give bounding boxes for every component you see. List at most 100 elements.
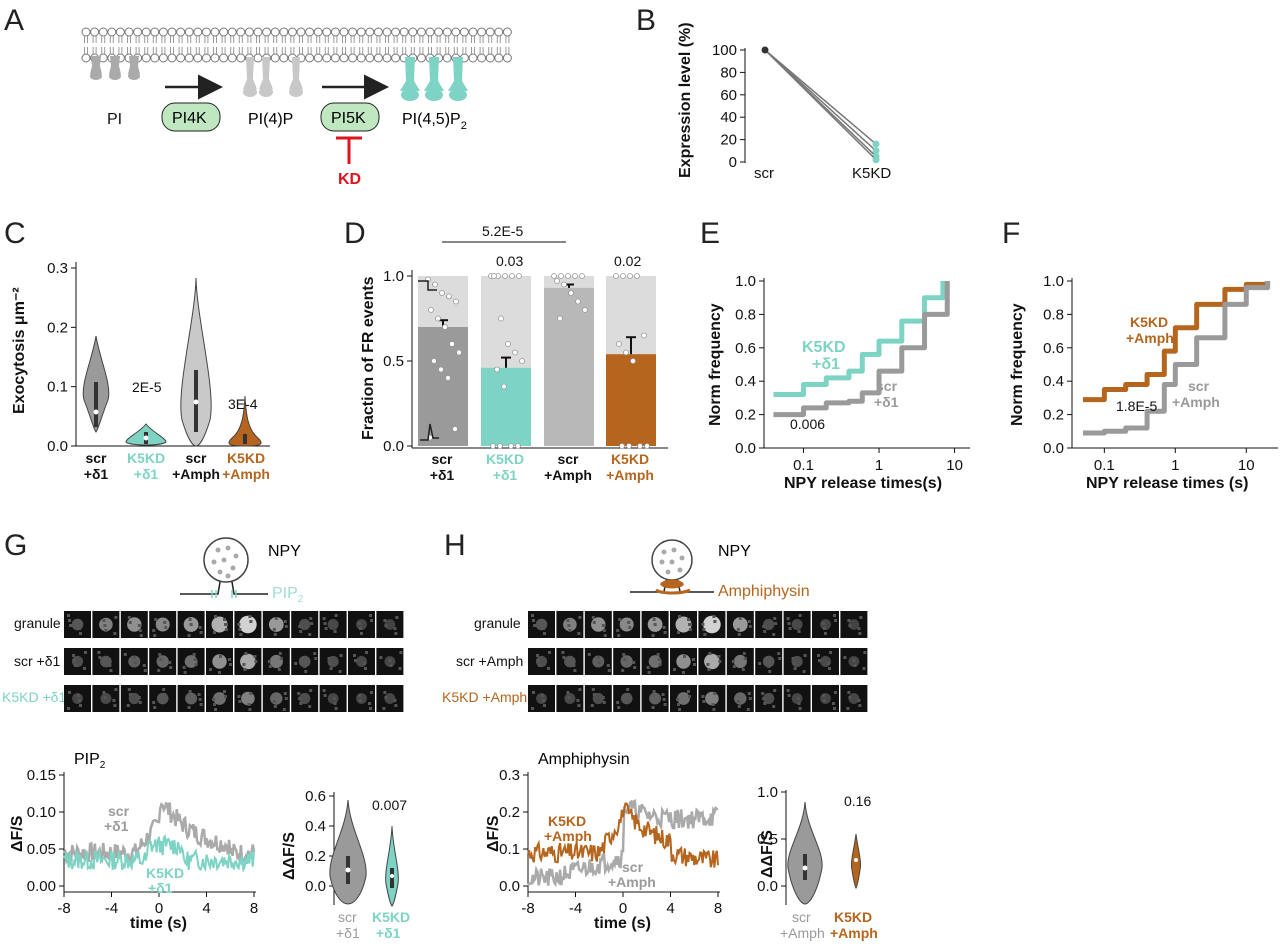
membrane-lipid-bottom: [442, 46, 452, 63]
membrane-lipid-top: [348, 27, 358, 44]
image-noise: [828, 667, 831, 670]
violin-k5kd-amph: [228, 395, 262, 447]
image-noise: [359, 699, 362, 702]
membrane-lipid-top: [201, 27, 211, 44]
image-noise: [822, 622, 825, 625]
image-noise: [662, 698, 666, 701]
image-noise: [673, 668, 676, 671]
panel-d-ytick-label: 0.5: [383, 353, 404, 370]
violin-h-k5kd: [851, 833, 861, 890]
image-noise: [732, 665, 736, 668]
image-noise: [797, 630, 801, 633]
panel-g-violin-label-k5kd-2: +δ1: [376, 925, 401, 941]
image-noise: [127, 616, 131, 619]
image-noise: [248, 615, 252, 618]
image-noise: [847, 691, 851, 694]
image-noise: [536, 654, 539, 657]
image-noise: [548, 651, 551, 654]
panel-e-label-k5kd-2: +δ1: [812, 356, 840, 373]
panel-e-ytick-label: 0.6: [735, 340, 756, 357]
panel-h-trace-ytick-label: 0.2: [499, 804, 520, 821]
panel-g-trace-label-scr: scr: [108, 803, 130, 819]
panel-f-ytick-label: 0.8: [1043, 306, 1064, 323]
granule-pip2-schematic: [180, 537, 268, 598]
image-noise: [107, 659, 111, 662]
image-noise: [772, 705, 776, 708]
image-frame-spot: [848, 693, 860, 704]
panel-b-point-scr: [761, 46, 769, 54]
image-noise: [834, 619, 837, 622]
image-noise: [786, 617, 790, 620]
image-noise: [798, 614, 802, 617]
membrane-lipid-bottom: [477, 46, 487, 63]
image-noise: [627, 621, 631, 624]
membrane-lipid-top: [382, 27, 392, 44]
panel-d-ylabel: Fraction of FR events: [360, 276, 377, 440]
image-frame-spot: [791, 619, 803, 630]
image-noise: [389, 664, 393, 667]
image-noise: [687, 690, 690, 693]
image-noise: [576, 699, 580, 702]
image-noise: [132, 656, 136, 659]
image-frame-spot: [299, 618, 311, 631]
image-noise: [763, 702, 767, 705]
image-noise: [308, 705, 312, 708]
membrane-lipid-top: [236, 27, 246, 44]
image-noise: [164, 698, 168, 701]
pi-lipid-icons: [90, 56, 140, 80]
membrane-lipid-top: [150, 27, 160, 44]
panel-b-ylabel: Expression level (%): [677, 22, 694, 178]
image-noise: [213, 631, 216, 634]
image-noise: [277, 668, 281, 671]
membrane-lipid-top: [416, 27, 426, 44]
panel-b-xcat-scr: scr: [754, 165, 774, 182]
image-frame-spot: [649, 692, 662, 705]
image-noise: [702, 700, 706, 703]
image-noise: [561, 651, 565, 654]
panel-e-label-scr: scr: [876, 378, 898, 394]
image-noise: [682, 671, 685, 674]
image-noise: [238, 700, 242, 703]
image-noise: [687, 618, 690, 621]
panel-label-a: A: [4, 4, 24, 37]
image-noise: [97, 651, 101, 654]
image-noise: [303, 665, 307, 668]
image-noise: [369, 614, 372, 617]
image-noise: [360, 632, 363, 635]
image-noise: [538, 664, 541, 667]
image-noise: [299, 702, 303, 705]
membrane-lipid-top: [451, 27, 461, 44]
image-noise: [829, 651, 832, 654]
image-noise: [677, 631, 680, 634]
image-noise: [113, 632, 117, 635]
panel-d-group-label-line2: +Amph: [544, 467, 592, 483]
image-noise: [834, 691, 837, 694]
label-pi5k: PI5K: [331, 110, 366, 127]
panel-b-point-k5kd: [872, 147, 880, 155]
panel-g-trace-ylabel: ΔF/S: [9, 815, 26, 852]
panel-c-group-label: K5KD: [127, 450, 165, 466]
image-noise: [228, 658, 231, 661]
image-noise: [73, 659, 76, 662]
panel-d-dot: [619, 443, 625, 449]
membrane-lipid-top: [408, 27, 418, 44]
membrane-lipid-bottom: [219, 46, 229, 63]
image-noise: [796, 697, 800, 700]
image-noise: [218, 671, 221, 674]
panel-e-xtick-label: 0.1: [793, 457, 814, 474]
panel-d-dot: [613, 273, 619, 279]
image-noise: [299, 630, 303, 633]
membrane-lipid-top: [502, 27, 512, 44]
image-noise: [364, 667, 367, 670]
membrane-lipid-top: [391, 27, 401, 44]
image-noise: [531, 614, 534, 617]
image-noise: [328, 662, 332, 665]
membrane-lipid-top: [184, 27, 194, 44]
image-noise: [103, 696, 107, 699]
panel-f-ytick-label: 0.6: [1043, 340, 1064, 357]
image-noise: [138, 629, 142, 632]
image-noise: [823, 627, 826, 630]
image-noise: [197, 693, 201, 696]
panel-b-ytick-label: 80: [720, 64, 737, 81]
panel-d-bar: [606, 354, 656, 446]
